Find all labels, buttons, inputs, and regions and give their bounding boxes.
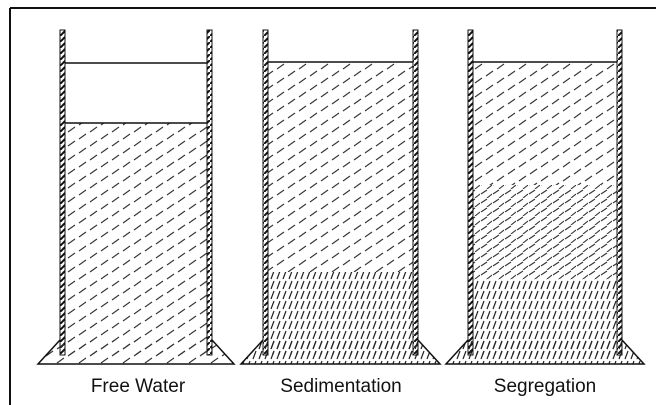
wall — [467, 29, 474, 356]
wall — [206, 29, 213, 356]
wall — [59, 29, 66, 356]
label: Segregation — [494, 376, 596, 397]
concrete-fill — [268, 62, 413, 272]
cylinder-sedimentation: Sedimentation — [239, 29, 442, 397]
cylinder-free-water: Free Water — [36, 29, 236, 397]
mid-fill — [473, 185, 617, 280]
label: Sedimentation — [280, 376, 401, 397]
base — [444, 339, 646, 365]
wall — [616, 29, 623, 356]
wall — [262, 29, 269, 356]
cylinder-segregation: Segregation — [444, 29, 646, 397]
concrete-fill — [65, 123, 207, 355]
label: Free Water — [91, 376, 186, 397]
concrete-fill — [473, 62, 617, 185]
base — [239, 339, 442, 365]
base — [36, 339, 236, 365]
wall — [412, 29, 419, 356]
